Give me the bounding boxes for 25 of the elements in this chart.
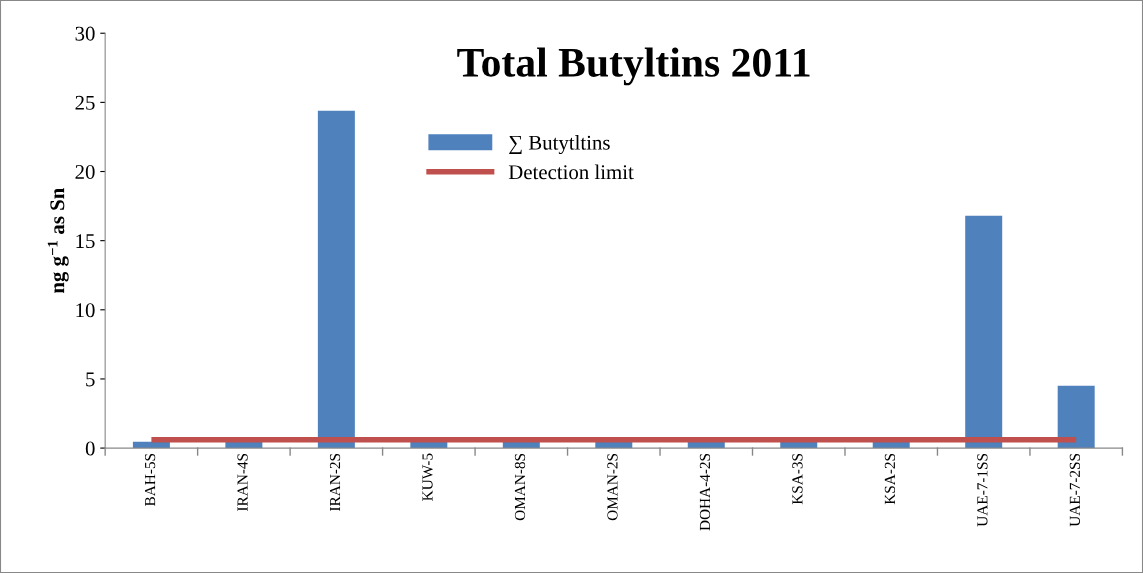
bar (1057, 385, 1095, 449)
y-tick-label: 10 (76, 303, 95, 318)
y-tick-label: 25 (75, 95, 95, 110)
y-tick-label: 0 (85, 441, 95, 456)
legend-label: ∑ Butytltins (509, 135, 610, 155)
x-tick-label: IRAN-4S (237, 453, 248, 511)
chart-title: Total Butyltins 2011 (457, 47, 810, 86)
x-tick-label: DOHA-4-2S (699, 453, 711, 531)
x-tick-label: KUW-5 (422, 453, 433, 501)
x-tick-label: KSA-3S (792, 453, 803, 505)
x-tick-label: BAH-5S (144, 453, 156, 506)
y-axis-title: ng g$^{−1}$ as Sn (47, 188, 69, 294)
y-tick-label: 5 (86, 372, 95, 387)
y-tick-label: 30 (75, 26, 95, 41)
y-tick-label: 15 (76, 234, 95, 249)
x-tick-label: OMAN-2S (607, 453, 618, 521)
x-tick-label: UAE-7-1SS (977, 453, 988, 527)
x-tick-label: KSA-2S (884, 453, 896, 505)
x-tick-label: IRAN-2S (329, 453, 341, 511)
bar (317, 110, 355, 449)
y-tick-label: 20 (75, 164, 95, 179)
x-tick-label: UAE-7-2SS (1069, 453, 1081, 527)
legend-label: Detection limit (508, 164, 634, 180)
x-tick-label: OMAN-8S (514, 453, 526, 521)
bar (965, 215, 1003, 449)
